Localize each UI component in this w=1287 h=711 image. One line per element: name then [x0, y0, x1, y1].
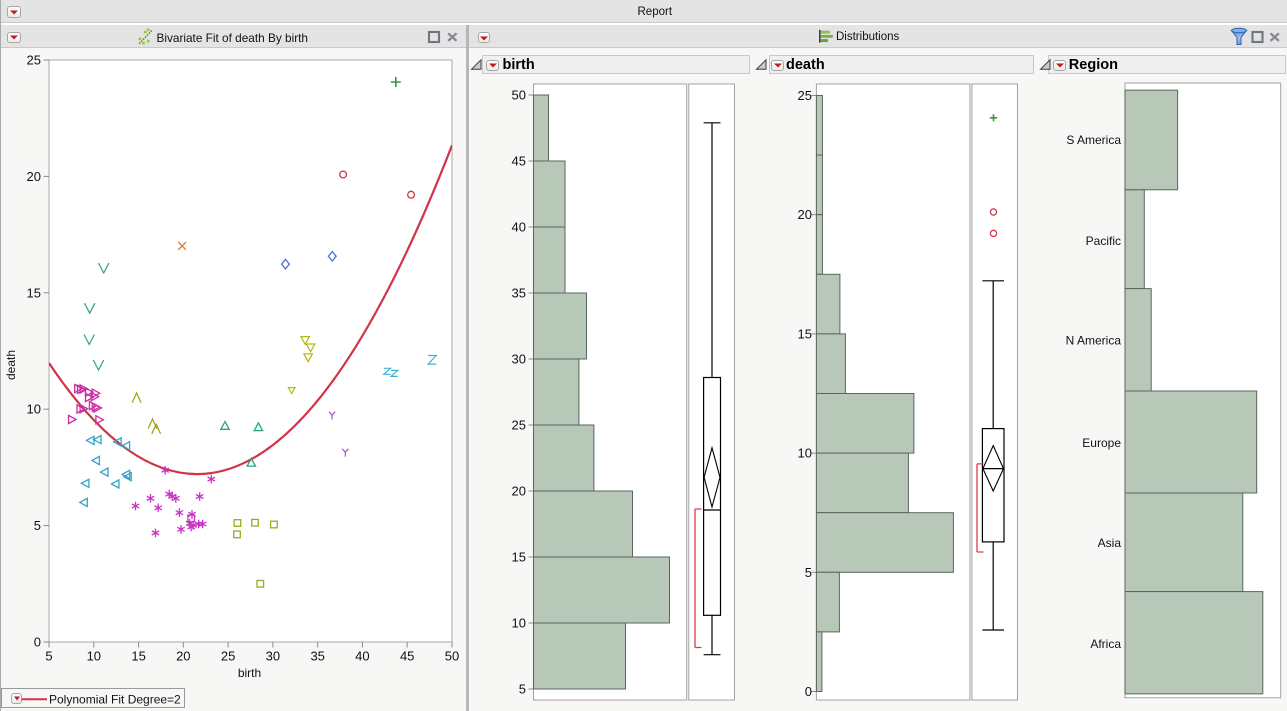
svg-text:50: 50	[445, 648, 459, 663]
svg-text:20: 20	[512, 484, 526, 499]
svg-text:35: 35	[512, 286, 526, 301]
svg-text:45: 45	[400, 648, 414, 663]
svg-text:5: 5	[45, 648, 52, 663]
svg-text:S America: S America	[1066, 133, 1121, 147]
svg-text:Polynomial Fit Degree=2: Polynomial Fit Degree=2	[49, 693, 181, 707]
svg-text:10: 10	[27, 402, 41, 417]
svg-text:0: 0	[805, 684, 812, 699]
svg-text:30: 30	[266, 648, 280, 663]
svg-text:20: 20	[176, 648, 190, 663]
svg-text:45: 45	[512, 154, 526, 169]
svg-text:20: 20	[27, 169, 41, 184]
svg-text:40: 40	[355, 648, 369, 663]
svg-text:5: 5	[805, 565, 812, 580]
svg-text:35: 35	[310, 648, 324, 663]
svg-text:15: 15	[27, 285, 41, 300]
svg-text:15: 15	[131, 648, 145, 663]
svg-text:10: 10	[87, 648, 101, 663]
svg-text:25: 25	[798, 88, 812, 103]
svg-text:30: 30	[512, 352, 526, 367]
svg-text:50: 50	[512, 88, 526, 103]
svg-text:20: 20	[798, 207, 812, 222]
svg-text:10: 10	[798, 446, 812, 461]
svg-text:N America: N America	[1066, 333, 1122, 347]
svg-text:Europe: Europe	[1082, 436, 1121, 450]
svg-text:Pacific: Pacific	[1086, 234, 1121, 248]
svg-text:25: 25	[27, 53, 41, 68]
svg-text:birth: birth	[238, 666, 261, 680]
svg-text:10: 10	[512, 616, 526, 631]
svg-text:death: death	[4, 350, 18, 380]
svg-text:0: 0	[34, 635, 41, 650]
svg-text:40: 40	[512, 220, 526, 235]
svg-text:25: 25	[221, 648, 235, 663]
svg-text:Africa: Africa	[1090, 637, 1121, 651]
svg-text:15: 15	[512, 550, 526, 565]
svg-text:5: 5	[34, 518, 41, 533]
svg-text:15: 15	[798, 326, 812, 341]
svg-text:25: 25	[512, 418, 526, 433]
svg-text:5: 5	[519, 682, 526, 697]
svg-text:Asia: Asia	[1098, 536, 1122, 550]
